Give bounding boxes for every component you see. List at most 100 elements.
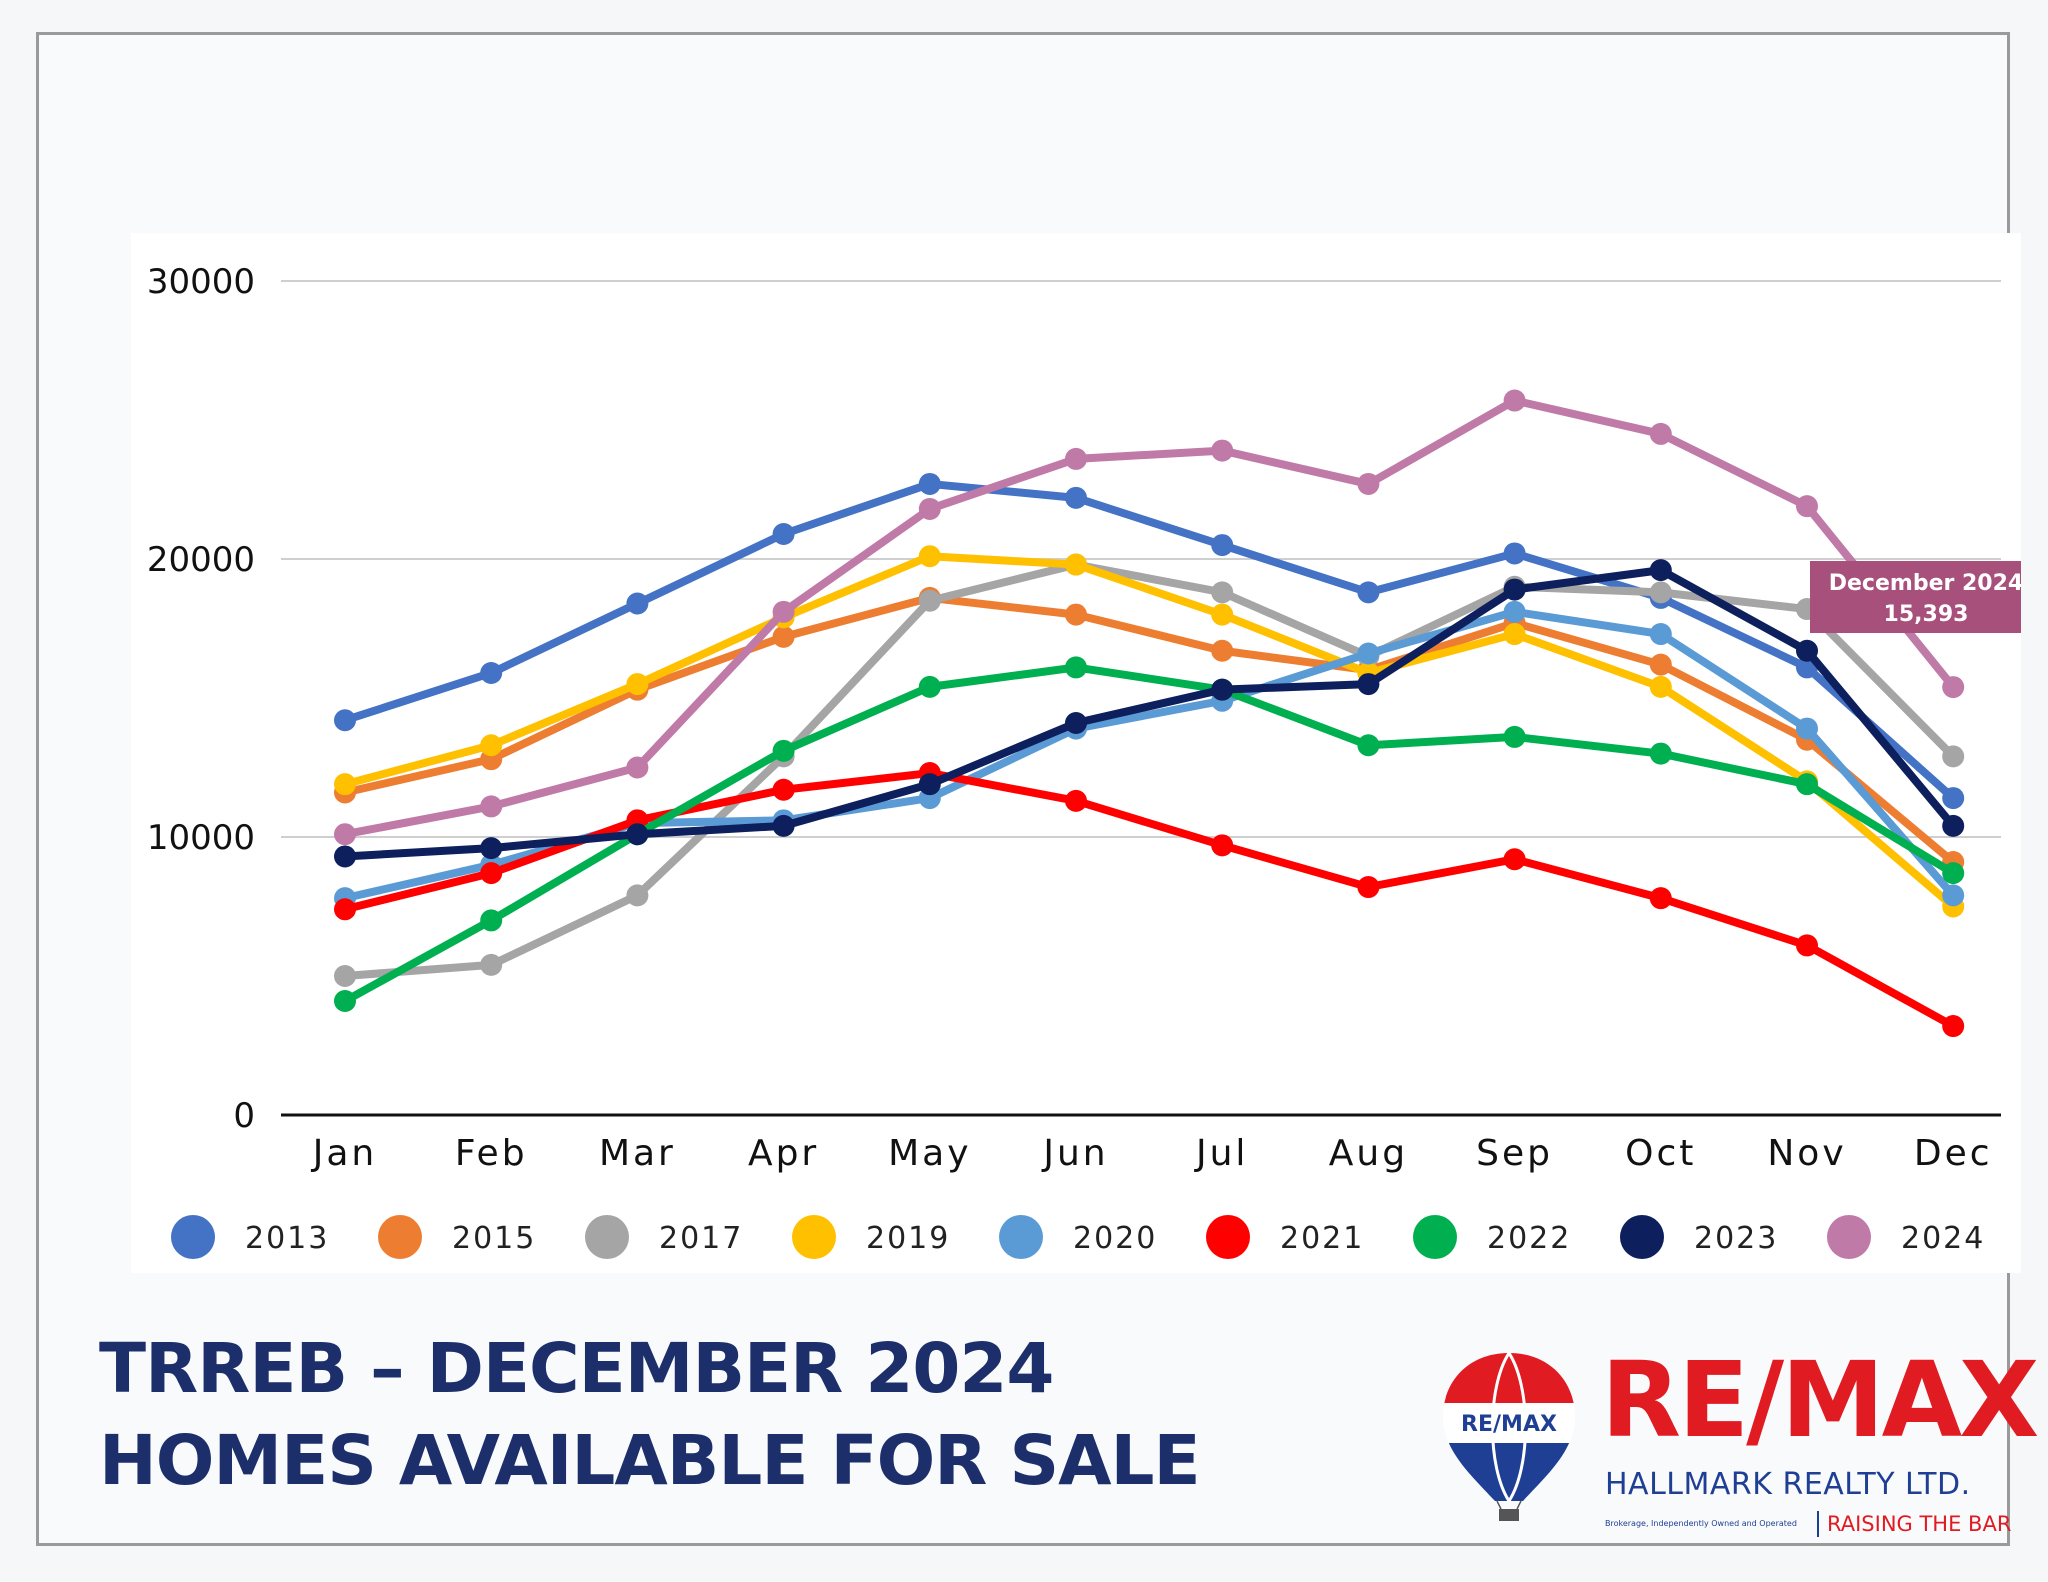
title-line-2: HOMES AVAILABLE FOR SALE — [99, 1421, 1201, 1501]
data-point-2013 — [1942, 787, 1965, 810]
data-point-2024 — [1211, 439, 1234, 462]
data-point-2024 — [334, 823, 356, 846]
data-point-2017 — [334, 965, 356, 987]
data-point-2020 — [1796, 717, 1818, 740]
data-point-2021 — [1357, 876, 1380, 899]
legend-label: 2017 — [659, 1221, 743, 1256]
data-point-2023 — [1065, 712, 1087, 735]
data-point-2024 — [772, 600, 795, 623]
x-tick-label: Apr — [748, 1133, 819, 1174]
series-line-2022 — [341, 663, 1958, 1006]
x-tick-label: Aug — [1329, 1133, 1408, 1174]
data-point-2023 — [1649, 559, 1672, 582]
legend-marker-2017 — [585, 1215, 629, 1259]
series-line-2024 — [341, 396, 1958, 839]
infographic-frame: 0 10000 20000 30000 Jan Feb Mar Apr May Jun Jul Aug… — [36, 32, 2039, 1546]
legend-label: 2022 — [1487, 1221, 1571, 1256]
data-point-2013 — [1357, 581, 1380, 604]
data-point-2021 — [1942, 1015, 1965, 1038]
legend-label: 2020 — [1073, 1221, 1157, 1256]
data-point-2024 — [1649, 422, 1672, 445]
y-tick-label: 20000 — [147, 540, 255, 580]
data-point-2024 — [918, 497, 941, 520]
legend-label: 2019 — [866, 1221, 950, 1256]
data-point-2019 — [1649, 675, 1672, 698]
series-line-2015 — [341, 593, 1958, 867]
legend-marker-2022 — [1413, 1215, 1457, 1259]
x-tick-label: Mar — [599, 1133, 676, 1174]
data-point-2019 — [626, 673, 649, 696]
x-tick-label: Oct — [1625, 1133, 1696, 1174]
data-point-2022 — [1357, 734, 1380, 757]
legend-label: 2015 — [452, 1221, 536, 1256]
data-point-2021 — [1649, 887, 1672, 910]
y-tick-label: 10000 — [147, 818, 255, 858]
data-point-2019 — [1211, 603, 1234, 626]
data-point-2019 — [1065, 553, 1087, 576]
data-point-2015 — [1649, 653, 1672, 676]
data-point-2022 — [772, 739, 795, 762]
balloon-icon: RE/MAX — [1443, 1353, 1575, 1521]
y-tick-label: 30000 — [147, 262, 255, 302]
legend-marker-2024 — [1827, 1215, 1871, 1259]
legend-marker-2021 — [1206, 1215, 1250, 1259]
data-point-2024 — [1796, 495, 1818, 518]
series-line-2020 — [341, 607, 1958, 903]
data-point-2021 — [1796, 934, 1818, 957]
balloon-label: RE/MAX — [1461, 1412, 1557, 1437]
series-line-2023 — [341, 566, 1958, 861]
data-point-2023 — [1942, 814, 1965, 837]
company-name: HALLMARK REALTY LTD. — [1605, 1467, 1971, 1502]
x-tick-label: Jan — [311, 1133, 378, 1174]
data-point-2022 — [1649, 742, 1672, 765]
data-point-2022 — [1503, 725, 1526, 748]
data-point-2021 — [1503, 848, 1526, 871]
data-point-2017 — [918, 589, 941, 612]
data-point-2023 — [1211, 678, 1234, 701]
annotation-title: December 2024 — [1829, 571, 2021, 596]
data-point-2024 — [1942, 676, 1965, 699]
data-point-2024 — [1503, 389, 1526, 412]
brand-name: RE/MAX — [1601, 1339, 2039, 1461]
data-point-2017 — [1942, 745, 1965, 768]
data-point-2020 — [1942, 884, 1965, 907]
x-tick-label: Sep — [1476, 1133, 1553, 1174]
data-point-2013 — [1211, 534, 1234, 557]
data-point-2023 — [918, 773, 941, 796]
data-point-2022 — [480, 909, 503, 932]
data-point-2024 — [1357, 472, 1380, 495]
data-point-2023 — [334, 845, 356, 868]
data-point-2013 — [918, 472, 941, 495]
data-point-2017 — [626, 884, 649, 907]
series-line-2017 — [341, 560, 1958, 980]
series-line-2019 — [341, 552, 1958, 911]
data-point-2023 — [626, 823, 649, 846]
data-point-2013 — [626, 592, 649, 615]
data-point-2021 — [772, 778, 795, 801]
legend-label: 2024 — [1901, 1221, 1985, 1256]
data-point-2017 — [1211, 581, 1234, 604]
data-point-2013 — [334, 709, 356, 732]
data-point-2023 — [480, 837, 503, 860]
data-point-2023 — [1796, 639, 1818, 662]
annotation-value: 15,393 — [1884, 602, 1969, 627]
x-tick-label: May — [888, 1133, 971, 1174]
data-point-2015 — [772, 625, 795, 648]
brokerage-tagline: Brokerage, Independently Owned and Opera… — [1605, 1519, 1797, 1528]
data-point-2022 — [334, 990, 356, 1013]
data-point-2021 — [1211, 834, 1234, 857]
legend-marker-2013 — [171, 1215, 215, 1259]
data-point-2023 — [1357, 673, 1380, 696]
data-point-2021 — [1065, 789, 1087, 812]
data-point-2023 — [772, 814, 795, 837]
data-point-2017 — [480, 953, 503, 976]
series-line-2013 — [341, 479, 1958, 803]
data-point-2019 — [918, 545, 941, 568]
annotation-box — [1810, 561, 2021, 633]
x-tick-label: Nov — [1767, 1133, 1846, 1174]
legend-label: 2023 — [1694, 1221, 1778, 1256]
legend-label: 2013 — [245, 1221, 329, 1256]
data-point-2020 — [1503, 600, 1526, 623]
legend-marker-2023 — [1620, 1215, 1664, 1259]
data-point-2022 — [1942, 862, 1965, 885]
